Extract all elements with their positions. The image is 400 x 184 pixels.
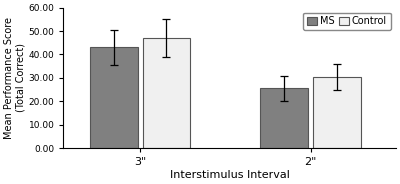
Bar — [142, 38, 190, 148]
Legend: MS, Control: MS, Control — [303, 13, 391, 30]
Bar — [260, 88, 308, 148]
X-axis label: Interstimulus Interval: Interstimulus Interval — [170, 170, 290, 180]
Bar — [313, 77, 361, 148]
Bar — [90, 47, 138, 148]
Y-axis label: Mean Performance Score
(Total Correct): Mean Performance Score (Total Correct) — [4, 17, 26, 139]
